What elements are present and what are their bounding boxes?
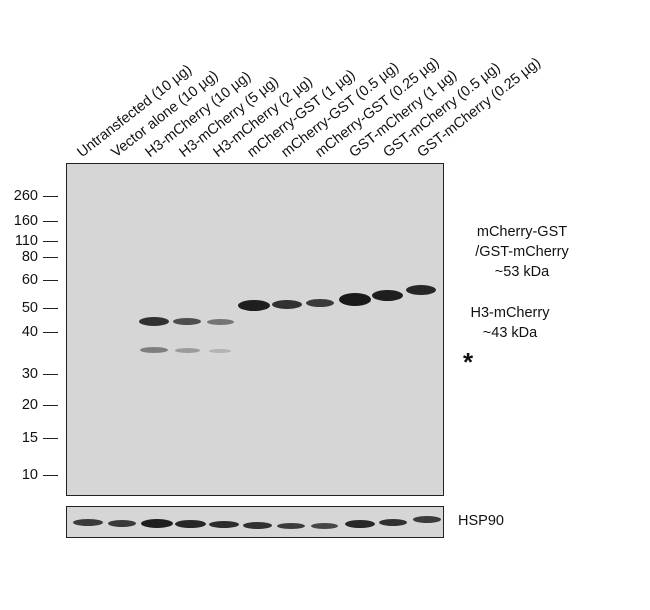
annotation-gst-line1: mCherry-GST — [476, 224, 568, 240]
band-mcherry-gst-0-5ug — [272, 300, 302, 309]
annotation-h3-line2: ~43 kDa — [482, 325, 538, 341]
band-gst-mcherry-0-5ug — [372, 290, 403, 301]
annotation-gst-line3: ~53 kDa — [494, 264, 550, 280]
marker-80: 80 — [21, 249, 38, 265]
marker-60: 60 — [21, 272, 38, 288]
band-hsp90-lane11 — [413, 516, 441, 523]
band-hsp90-lane10 — [379, 519, 407, 526]
annotation-gst-fusion: mCherry-GST /GST-mCherry ~53 kDa — [462, 222, 582, 282]
band-nonspecific-5ug — [175, 348, 200, 353]
band-hsp90-lane7 — [277, 523, 305, 529]
marker-tick — [43, 374, 58, 376]
band-hsp90-lane1 — [73, 519, 103, 526]
band-hsp90-lane5 — [209, 521, 239, 528]
marker-tick — [43, 196, 58, 198]
band-h3-mcherry-2ug — [207, 319, 234, 325]
marker-tick — [43, 221, 58, 223]
marker-tick — [43, 332, 58, 334]
loading-control-blot — [66, 506, 444, 538]
marker-50: 50 — [21, 300, 38, 316]
marker-tick — [43, 308, 58, 310]
marker-tick — [43, 280, 58, 282]
marker-20: 20 — [21, 397, 38, 413]
band-hsp90-lane4 — [175, 520, 206, 528]
marker-tick — [43, 475, 58, 477]
band-nonspecific-2ug — [209, 349, 231, 353]
marker-tick — [43, 438, 58, 440]
marker-160: 160 — [13, 213, 38, 229]
loading-control-label: HSP90 — [458, 513, 504, 529]
band-hsp90-lane3 — [141, 519, 173, 528]
marker-15: 15 — [21, 430, 38, 446]
band-h3-mcherry-5ug — [173, 318, 201, 325]
marker-10: 10 — [21, 467, 38, 483]
band-nonspecific-10ug — [140, 347, 168, 353]
marker-30: 30 — [21, 366, 38, 382]
band-mcherry-gst-0-25ug — [306, 299, 334, 307]
marker-110: 110 — [14, 233, 38, 249]
marker-tick — [43, 241, 58, 243]
main-blot — [66, 163, 444, 496]
band-hsp90-lane9 — [345, 520, 375, 528]
band-gst-mcherry-1ug — [339, 293, 371, 306]
band-gst-mcherry-0-25ug — [406, 285, 436, 295]
band-hsp90-lane8 — [311, 523, 338, 529]
marker-40: 40 — [21, 324, 38, 340]
band-hsp90-lane6 — [243, 522, 272, 529]
annotation-gst-line2: /GST-mCherry — [475, 244, 569, 260]
band-h3-mcherry-10ug — [139, 317, 169, 326]
nonspecific-asterisk: * — [463, 347, 474, 377]
band-hsp90-lane2 — [108, 520, 136, 527]
marker-tick — [43, 257, 58, 259]
marker-260: 260 — [13, 188, 38, 204]
band-mcherry-gst-1ug — [238, 300, 270, 311]
annotation-h3-mcherry: H3-mCherry ~43 kDa — [460, 303, 560, 343]
annotation-h3-line1: H3-mCherry — [470, 305, 550, 321]
marker-tick — [43, 405, 58, 407]
